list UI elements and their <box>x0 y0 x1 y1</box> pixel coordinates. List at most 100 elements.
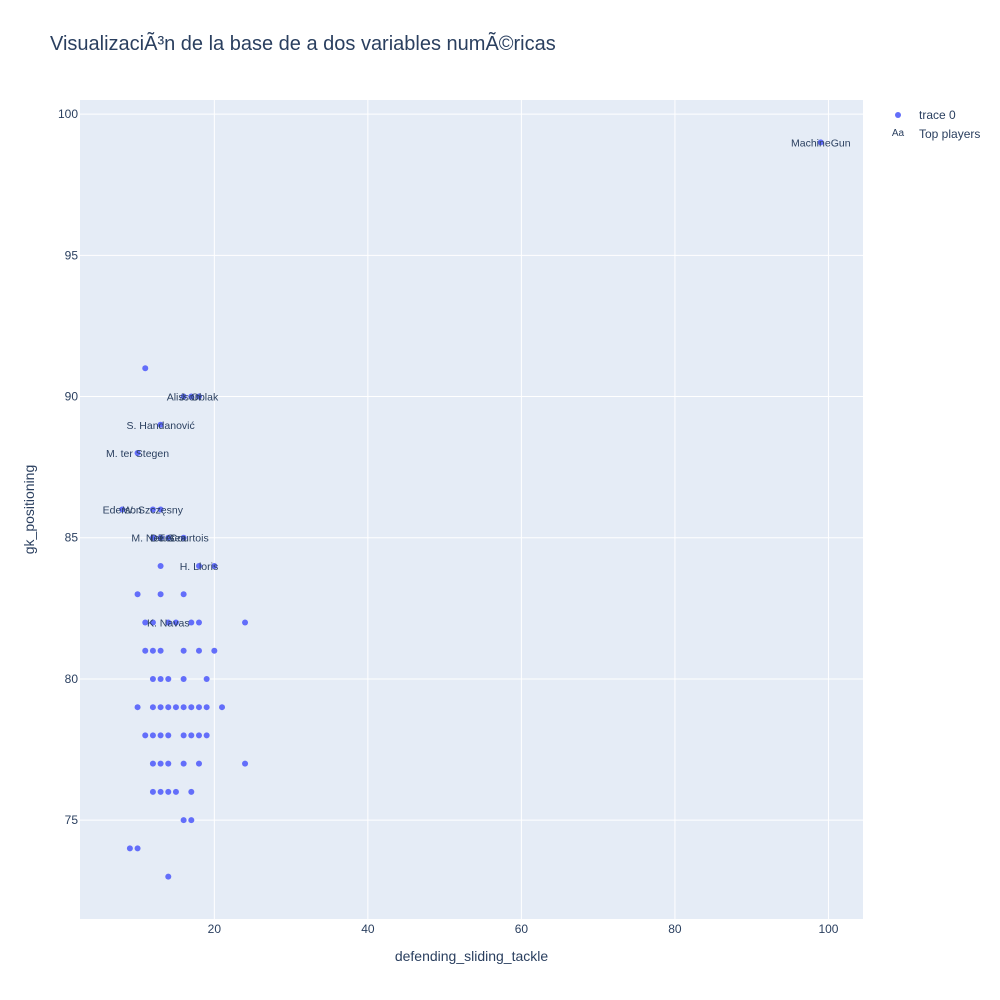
player-label: H. Lloris <box>180 561 219 573</box>
scatter-point[interactable] <box>149 760 156 767</box>
scatter-point[interactable] <box>157 732 164 739</box>
scatter-point[interactable] <box>172 704 179 711</box>
legend-item-trace-0[interactable]: trace 0 <box>895 108 956 122</box>
dot-icon <box>895 112 901 118</box>
scatter-point[interactable] <box>149 704 156 711</box>
y-tick-label: 100 <box>58 107 78 121</box>
scatter-point[interactable] <box>165 534 172 541</box>
scatter-point[interactable] <box>165 788 172 795</box>
scatter-point[interactable] <box>142 365 149 372</box>
scatter-point[interactable] <box>180 675 187 682</box>
scatter-point[interactable] <box>134 704 141 711</box>
y-tick-label: 95 <box>65 248 79 262</box>
scatter-point[interactable] <box>203 675 210 682</box>
scatter-point[interactable] <box>165 619 172 626</box>
scatter-point[interactable] <box>149 619 156 626</box>
scatter-point[interactable] <box>211 647 218 654</box>
scatter-point[interactable] <box>134 591 141 598</box>
player-label: W. Szczęsny <box>123 505 184 517</box>
scatter-point[interactable] <box>142 647 149 654</box>
legend-label-top-players: Top players <box>919 127 980 141</box>
scatter-point[interactable] <box>195 562 202 569</box>
scatter-point[interactable] <box>172 619 179 626</box>
scatter-point[interactable] <box>180 704 187 711</box>
scatter-point[interactable] <box>142 732 149 739</box>
scatter-point[interactable] <box>165 704 172 711</box>
scatter-point[interactable] <box>157 788 164 795</box>
scatter-point[interactable] <box>180 817 187 824</box>
scatter-point[interactable] <box>149 506 156 513</box>
scatter-point[interactable] <box>134 450 141 457</box>
x-tick-label: 20 <box>208 922 222 936</box>
scatter-point[interactable] <box>180 760 187 767</box>
scatter-point[interactable] <box>134 845 141 852</box>
scatter-point[interactable] <box>188 619 195 626</box>
scatter-point[interactable] <box>157 704 164 711</box>
scatter-point[interactable] <box>149 788 156 795</box>
scatter-point[interactable] <box>157 760 164 767</box>
scatter-point[interactable] <box>195 704 202 711</box>
x-tick-label: 100 <box>818 922 838 936</box>
scatter-point[interactable] <box>203 732 210 739</box>
player-label: Alisson <box>167 392 201 404</box>
scatter-point[interactable] <box>119 506 126 513</box>
scatter-point[interactable] <box>219 704 226 711</box>
scatter-point[interactable] <box>172 788 179 795</box>
scatter-point[interactable] <box>165 873 172 880</box>
scatter-point[interactable] <box>149 647 156 654</box>
player-label: Ederson <box>103 505 142 517</box>
legend-item-top-players[interactable]: Aa Top players <box>892 127 980 141</box>
scatter-point[interactable] <box>180 647 187 654</box>
scatter-point[interactable] <box>165 760 172 767</box>
scatter-point[interactable] <box>149 534 156 541</box>
scatter-point[interactable] <box>126 845 133 852</box>
scatter-point[interactable] <box>157 534 164 541</box>
scatter-point[interactable] <box>188 704 195 711</box>
scatter-point[interactable] <box>188 788 195 795</box>
scatter-point[interactable] <box>180 534 187 541</box>
scatter-point[interactable] <box>195 619 202 626</box>
scatter-point[interactable] <box>195 732 202 739</box>
scatter-point[interactable] <box>142 619 149 626</box>
scatter-point[interactable] <box>195 647 202 654</box>
scatter-point[interactable] <box>817 139 824 146</box>
scatter-point[interactable] <box>157 421 164 428</box>
scatter-point[interactable] <box>195 760 202 767</box>
scatter-point[interactable] <box>242 760 249 767</box>
scatter-point[interactable] <box>211 562 218 569</box>
y-tick-label: 85 <box>65 531 79 545</box>
player-label: MachineGun <box>791 137 851 149</box>
scatter-point[interactable] <box>188 393 195 400</box>
scatter-point[interactable] <box>157 647 164 654</box>
scatter-point[interactable] <box>157 506 164 513</box>
scatter-point[interactable] <box>195 393 202 400</box>
scatter-point[interactable] <box>165 732 172 739</box>
data-points <box>119 139 824 880</box>
tick-labels: 20 40 60 80 100 75 80 85 90 95 100 <box>58 107 839 936</box>
legend: trace 0 Aa Top players <box>892 108 980 141</box>
player-label: De Gea <box>150 533 186 545</box>
player-label: M. ter Stegen <box>106 448 169 460</box>
scatter-point[interactable] <box>180 732 187 739</box>
scatter-point[interactable] <box>157 591 164 598</box>
y-axis-title: gk_positioning <box>21 465 37 555</box>
scatter-point[interactable] <box>242 619 249 626</box>
scatter-point[interactable] <box>188 732 195 739</box>
scatter-point[interactable] <box>188 817 195 824</box>
scatter-point[interactable] <box>180 591 187 598</box>
x-axis-title: defending_sliding_tackle <box>395 948 549 964</box>
y-tick-label: 90 <box>65 390 79 404</box>
x-tick-label: 40 <box>361 922 375 936</box>
player-label: T. Courtois <box>159 533 209 545</box>
player-label: M. Neuer <box>131 533 175 545</box>
player-label: K. Navas <box>147 617 190 629</box>
scatter-point[interactable] <box>149 732 156 739</box>
scatter-point[interactable] <box>157 675 164 682</box>
scatter-point[interactable] <box>149 675 156 682</box>
text-symbol-icon: Aa <box>892 128 905 139</box>
scatter-point[interactable] <box>165 675 172 682</box>
scatter-point[interactable] <box>180 393 187 400</box>
scatter-point[interactable] <box>203 704 210 711</box>
scatter-point[interactable] <box>157 562 164 569</box>
x-tick-label: 60 <box>515 922 529 936</box>
